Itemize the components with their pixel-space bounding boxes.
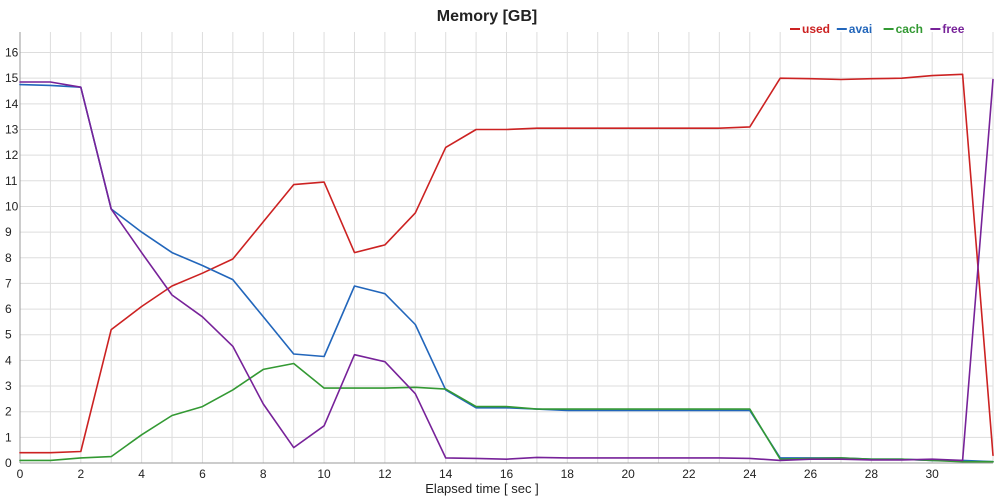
- x-tick-label: 6: [199, 467, 206, 481]
- x-tick-label: 10: [317, 467, 331, 481]
- x-tick-label: 12: [378, 467, 392, 481]
- legend-label-cach: cach: [896, 22, 923, 36]
- y-tick-label: 12: [5, 148, 19, 162]
- x-tick-label: 18: [561, 467, 575, 481]
- y-tick-label: 11: [5, 174, 18, 188]
- y-tick-label: 5: [5, 328, 12, 342]
- x-tick-label: 24: [743, 467, 757, 481]
- x-tick-label: 16: [500, 467, 514, 481]
- y-tick-label: 13: [5, 122, 19, 136]
- x-tick-label: 28: [865, 467, 879, 481]
- y-tick-label: 16: [5, 46, 19, 60]
- x-tick-label: 0: [17, 467, 24, 481]
- x-tick-label: 30: [926, 467, 940, 481]
- axes: [19, 32, 993, 464]
- y-tick-label: 7: [5, 276, 12, 290]
- y-tick-label: 1: [5, 430, 12, 444]
- y-tick-label: 6: [5, 302, 12, 316]
- chart-title: Memory [GB]: [437, 8, 537, 25]
- x-tick-label: 14: [439, 467, 453, 481]
- legend-label-avai: avai: [849, 22, 872, 36]
- x-tick-label: 4: [138, 467, 145, 481]
- series-line-used: [19, 73, 994, 457]
- legend: used avai cach free: [790, 22, 965, 36]
- series-lines: [19, 73, 994, 463]
- legend-label-used: used: [802, 22, 830, 36]
- x-tick-label: 26: [804, 467, 818, 481]
- y-tick-label: 0: [5, 456, 12, 470]
- y-tick-label: 8: [5, 251, 12, 265]
- y-tick-label: 10: [5, 199, 19, 213]
- y-tick-label: 9: [5, 225, 12, 239]
- x-tick-label: 8: [260, 467, 267, 481]
- legend-label-free: free: [942, 22, 964, 36]
- x-tick-label: 22: [682, 467, 696, 481]
- y-tick-label: 14: [5, 97, 19, 111]
- series-line-free: [19, 78, 994, 462]
- series-line-cach: [19, 362, 994, 463]
- y-tick-label: 3: [5, 379, 12, 393]
- x-axis-label: Elapsed time [ sec ]: [425, 481, 538, 496]
- grid-lines: [19, 32, 994, 464]
- y-tick-label: 4: [5, 353, 12, 367]
- x-tick-label: 20: [621, 467, 635, 481]
- x-tick-label: 2: [77, 467, 84, 481]
- x-tick-labels: 0 2 4 6 8 10 12 14 16 18 20 22 24 26 28 30: [17, 467, 940, 481]
- y-tick-label: 2: [5, 405, 12, 419]
- y-tick-label: 15: [5, 71, 19, 85]
